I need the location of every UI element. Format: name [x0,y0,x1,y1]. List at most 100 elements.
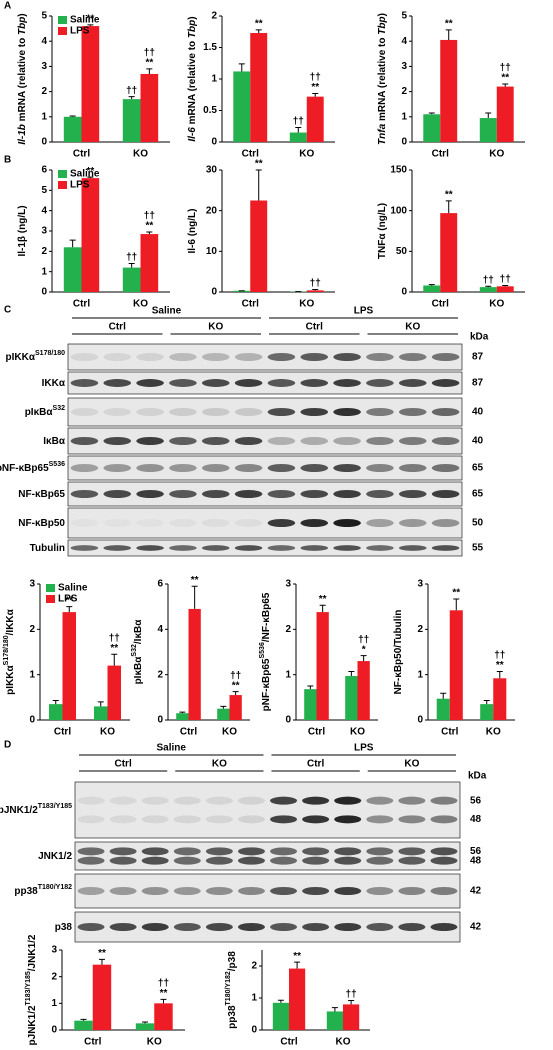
subgroup-label: Ctrl [115,759,132,770]
blot-band [270,887,298,895]
label-part: pp38 [227,1005,238,1029]
bar [233,71,251,142]
blot-band [169,437,197,445]
x-tick-label: Ctrl [432,299,449,310]
y-tick-label: 6 [41,165,47,176]
legend-label: LPS [70,180,90,191]
blot-band [366,379,394,387]
error-bar [348,670,355,677]
significance: †† [346,989,357,1000]
y-tick-label: 2 [51,971,57,982]
y-tick-label: 1 [29,669,35,680]
blot-strip [74,841,461,871]
y-axis-label: Il-1β (ng/L) [17,205,28,256]
blot-band [70,379,99,387]
blot-band [173,796,201,805]
bar [493,678,507,720]
label-part: Tbp [187,20,198,38]
y-tick-label: 2 [251,961,257,972]
label-part: mRNA (relative to [187,38,198,127]
blot-band [431,519,460,527]
blot-band [77,847,105,856]
error-bar [146,68,153,74]
subgroup-label: Ctrl [306,322,323,333]
blot-band [334,796,362,805]
legend-label: LPS [58,594,78,605]
blot-band [205,847,233,856]
blot-band [136,490,164,498]
bar [229,695,242,720]
label-part: /IκBα [133,619,144,644]
kda-label: 56 [470,846,482,857]
blot-band [237,887,265,895]
blot-band [103,464,132,472]
group-label: LPS [354,306,374,317]
error-bar [87,24,94,27]
error-bar [360,655,367,662]
blot-band [201,545,230,551]
blot-band [366,464,394,472]
y-tick-label: 2 [29,624,35,635]
label-part: Il-1b [17,124,28,145]
significance: ** [98,948,106,959]
blot-band [103,353,132,361]
bar [345,676,358,720]
y-tick-label: 1 [41,111,47,122]
blot-band [205,923,233,931]
y-tick-label: 5 [41,11,47,22]
y-tick-label: 4 [41,36,47,47]
error-bar [160,998,167,1004]
y-axis-label: Il-1b mRNA (relative to Tbp) [17,13,28,144]
blot-band [430,815,458,824]
bar [326,1011,343,1030]
y-tick-label: 0 [285,715,291,726]
label-part: NF-κBp50 [18,518,65,529]
blot-band [300,353,329,361]
blot-strip [67,481,463,507]
significance: ** [65,595,73,606]
significance: ** [496,660,504,671]
bar [423,114,441,142]
y-tick-label: 3 [417,579,423,590]
y-tick-label: 0 [41,137,47,148]
blot-band [169,490,197,498]
y-tick-label: 1.5 [203,42,217,53]
significance: ** [501,73,509,84]
y-tick-label: 0 [417,715,423,726]
kda-label: 56 [470,795,482,806]
bar [304,689,317,720]
error-bar [52,700,59,705]
blot-band [431,545,460,551]
group-label: LPS [354,743,374,754]
significance: †† [230,670,241,681]
blot-band [334,887,362,895]
blot-band [205,887,233,895]
blot-band [234,408,263,416]
y-tick-label: 3 [29,579,35,590]
significance: * [362,644,366,655]
error-bar [428,284,435,286]
label-part: T183/Y185 [25,971,32,1005]
blot-row-label: pIκBαS32 [25,405,65,417]
error-bar [80,1018,87,1021]
blot-band [169,519,197,527]
y-axis-label: pJNK1/2T183/Y185/JNK1/2 [25,934,37,1045]
kda-label: 48 [470,855,482,866]
blot-band [334,856,362,865]
y-tick-label: 0 [401,137,407,148]
kda-label: 48 [470,814,482,825]
blot-band [169,353,197,361]
blot-band [366,519,394,527]
x-tick-label: KO [486,727,501,738]
blot-band [234,490,263,498]
bar [496,286,514,292]
blot-band [398,379,427,387]
blot-row-label: NF-κBp65 [18,489,65,500]
blot-band [300,464,329,472]
significance: †† [293,116,304,127]
blot-band [430,847,458,856]
kda-label: 87 [472,378,484,389]
label-part: pNF-κBp65 [0,463,49,474]
y-axis-label: TNFα (ng/L) [377,203,388,259]
y-tick-label: 6 [157,579,163,590]
